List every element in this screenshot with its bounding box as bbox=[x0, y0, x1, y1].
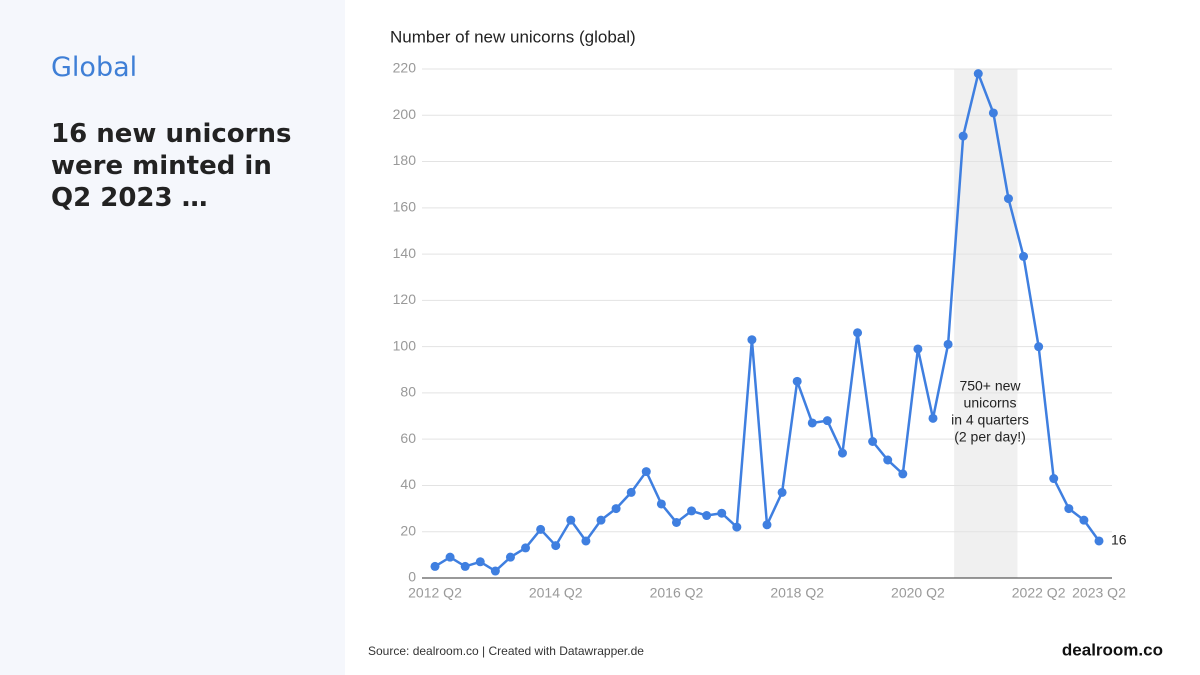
data-point bbox=[807, 418, 817, 428]
kicker: Global bbox=[51, 52, 138, 83]
data-point bbox=[1019, 251, 1029, 261]
data-point bbox=[777, 487, 787, 497]
data-point bbox=[1064, 504, 1074, 514]
y-tick-label: 0 bbox=[408, 569, 416, 585]
data-point bbox=[747, 335, 757, 345]
data-point bbox=[1094, 536, 1104, 546]
data-point bbox=[656, 499, 666, 509]
data-point bbox=[958, 131, 968, 141]
data-point bbox=[641, 467, 651, 477]
data-point bbox=[505, 552, 515, 562]
data-point bbox=[490, 566, 500, 576]
data-point bbox=[611, 504, 621, 514]
data-point bbox=[581, 536, 591, 546]
y-tick-label: 40 bbox=[400, 476, 416, 492]
data-point bbox=[868, 436, 878, 446]
data-point bbox=[913, 344, 923, 354]
data-point bbox=[702, 511, 712, 521]
data-point bbox=[475, 557, 485, 567]
data-point bbox=[1034, 342, 1044, 352]
data-point bbox=[551, 541, 561, 551]
x-tick-label: 2014 Q2 bbox=[529, 585, 583, 601]
data-point bbox=[671, 517, 681, 527]
y-tick-label: 80 bbox=[400, 384, 416, 400]
y-tick-label: 220 bbox=[393, 60, 417, 76]
data-point bbox=[837, 448, 847, 458]
data-point bbox=[717, 508, 727, 518]
data-point bbox=[988, 108, 998, 118]
data-point bbox=[430, 561, 440, 571]
y-tick-label: 60 bbox=[400, 430, 416, 446]
y-tick-label: 200 bbox=[393, 106, 417, 122]
end-label: 16 bbox=[1111, 532, 1127, 548]
data-point bbox=[732, 522, 742, 532]
x-tick-label: 2012 Q2 bbox=[408, 585, 462, 601]
data-point bbox=[536, 524, 546, 534]
source: Source: dealroom.co | Created with Dataw… bbox=[368, 644, 644, 658]
data-point bbox=[792, 376, 802, 386]
data-point bbox=[566, 515, 576, 525]
x-tick-label: 2023 Q2 bbox=[1072, 585, 1126, 601]
chart-title: Number of new unicorns (global) bbox=[390, 27, 636, 46]
y-tick-label: 120 bbox=[393, 291, 417, 307]
y-tick-label: 100 bbox=[393, 337, 417, 353]
y-tick-label: 20 bbox=[400, 522, 416, 538]
side-panel bbox=[0, 0, 345, 675]
data-point bbox=[762, 520, 772, 530]
data-point bbox=[460, 561, 470, 571]
highlight-band bbox=[954, 69, 1018, 578]
data-point bbox=[521, 543, 531, 553]
data-point bbox=[943, 339, 953, 349]
data-point bbox=[1003, 194, 1013, 204]
data-point bbox=[687, 506, 697, 516]
y-tick-label: 180 bbox=[393, 152, 417, 168]
annotation: unicorns bbox=[964, 395, 1017, 411]
data-point bbox=[973, 69, 983, 79]
data-point bbox=[822, 416, 832, 426]
x-tick-label: 2016 Q2 bbox=[650, 585, 704, 601]
x-tick-label: 2022 Q2 bbox=[1012, 585, 1066, 601]
x-tick-label: 2020 Q2 bbox=[891, 585, 945, 601]
headline: 16 new unicorns were minted in Q2 2023 … bbox=[51, 119, 292, 213]
data-point bbox=[596, 515, 606, 525]
y-tick-label: 140 bbox=[393, 245, 417, 261]
data-point bbox=[928, 413, 938, 423]
data-point bbox=[853, 328, 863, 338]
data-point bbox=[445, 552, 455, 562]
data-point bbox=[883, 455, 893, 465]
annotation: in 4 quarters bbox=[951, 412, 1029, 428]
logo: dealroom.co bbox=[1062, 640, 1163, 659]
data-point bbox=[1079, 515, 1089, 525]
data-point bbox=[898, 469, 908, 479]
data-point bbox=[1049, 474, 1059, 484]
data-point bbox=[626, 487, 636, 497]
x-tick-label: 2018 Q2 bbox=[770, 585, 824, 601]
annotation: (2 per day!) bbox=[954, 429, 1026, 445]
annotation: 750+ new bbox=[959, 378, 1021, 394]
y-tick-label: 160 bbox=[393, 199, 417, 215]
